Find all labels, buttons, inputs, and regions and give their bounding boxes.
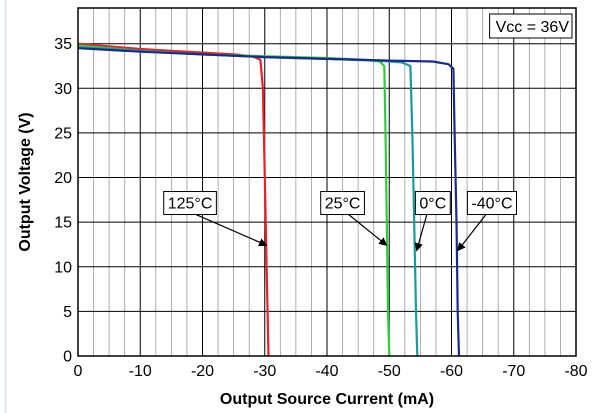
callout-arrow (414, 214, 428, 252)
callout-label: 25°C (325, 196, 361, 213)
grid (78, 8, 576, 356)
annotation-text: Vcc = 36V (496, 19, 570, 36)
annotation-rect (489, 13, 573, 39)
y-axis-title: Output Voltage (V) (17, 112, 34, 251)
x-tick-label: -70 (502, 363, 525, 380)
callout-neg40c: -40°C (457, 191, 518, 252)
x-tick-label: -20 (191, 363, 214, 380)
y-tick-label: 25 (54, 125, 72, 142)
callout-label: 0°C (419, 196, 446, 213)
y-tick-label: 5 (63, 304, 72, 321)
callout-box (414, 191, 451, 216)
y-tick-label: 10 (54, 259, 72, 276)
callout-box (466, 191, 518, 216)
callout-box (320, 191, 365, 216)
x-tick-label: -80 (564, 363, 587, 380)
callout-label: 125°C (168, 196, 213, 213)
callout-25c: 25°C (320, 191, 388, 246)
callout-arrow (457, 214, 487, 252)
callout-box (163, 191, 217, 216)
y-tick-label: 30 (54, 81, 72, 98)
series-layer (77, 42, 461, 357)
x-tick-label: -10 (129, 363, 152, 380)
annotation-box: Vcc = 36V (489, 13, 573, 39)
y-tick-label: 0 (63, 349, 72, 366)
callout-layer: 125°C 25°C 0°C -40°C (163, 191, 518, 252)
tick-labels: 0 -10 -20 -30 -40 -50 -60 -70 -80 0 5 10 15 20 25 30 35 (54, 36, 587, 380)
y-tick-label: 15 (54, 215, 72, 232)
y-tick-label: 20 (54, 170, 72, 187)
x-tick-label: -50 (378, 363, 401, 380)
callout-label: -40°C (471, 196, 512, 213)
callout-arrow (348, 214, 388, 246)
x-tick-label: -30 (253, 363, 276, 380)
x-tick-label: -40 (315, 363, 338, 380)
left-margin-rule (4, 0, 7, 413)
callout-arrow (195, 213, 268, 247)
series-line-0c (77, 46, 419, 357)
x-tick-label: -60 (440, 363, 463, 380)
callout-0c: 0°C (414, 191, 451, 252)
series-line-neg40c (77, 47, 461, 357)
x-axis-title: Output Source Current (mA) (220, 391, 434, 408)
y-tick-label: 35 (54, 36, 72, 53)
callout-125c: 125°C (163, 191, 268, 247)
plot-frame (77, 7, 577, 357)
x-tick-label: 0 (74, 363, 83, 380)
